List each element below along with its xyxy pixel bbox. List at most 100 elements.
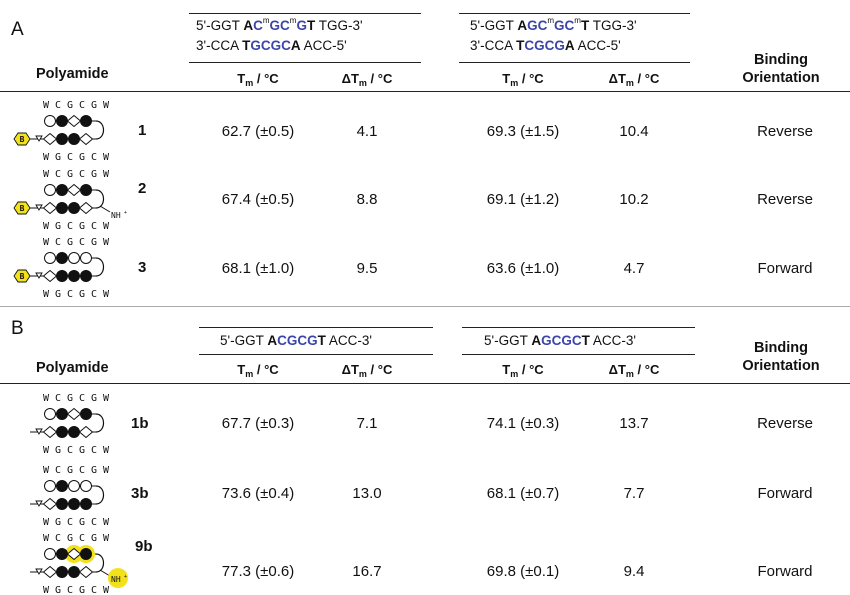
tail-arrow: [35, 428, 43, 435]
beta-alanine-diamond: [42, 132, 58, 146]
base-letter: C: [79, 533, 85, 544]
tm-value: 67.7 (±0.3): [221, 415, 295, 432]
dtm-value: 7.7: [623, 485, 645, 502]
base-letter: W: [43, 152, 50, 163]
dtm-value: 10.2: [619, 191, 649, 208]
amine-linker: [99, 569, 111, 577]
base-segment: GC: [554, 18, 575, 33]
gamma-turn: [95, 413, 105, 433]
seq-b1-strand: 5'-GGT ACGCGT ACC-3': [220, 331, 372, 351]
seq-a2-bottom-strand: 3'-CCA TCGCGA ACC-5': [470, 36, 637, 56]
base-segment: GCGC: [541, 333, 582, 348]
base-letter: G: [67, 465, 73, 476]
base-segment: GC: [269, 18, 290, 33]
base-letter: C: [91, 517, 97, 528]
base-letter: W: [43, 169, 50, 180]
pyrrole-unit: [56, 548, 68, 560]
compound-label: 1b: [131, 415, 149, 432]
base-segment: TGG-3': [315, 18, 363, 33]
dtm-header-a1: ΔTm / °C: [341, 71, 393, 88]
beta-alanine-diamond: [78, 201, 94, 215]
base-letter: C: [79, 393, 85, 404]
base-letter: C: [91, 585, 97, 595]
imidazole-unit: [44, 184, 56, 196]
base-letter: G: [67, 533, 73, 544]
base-letter: W: [103, 445, 110, 456]
pyrrole-unit: [80, 115, 92, 127]
imidazole-unit: [44, 252, 56, 264]
base-letter: W: [103, 100, 110, 111]
beta-alanine-diamond: [42, 201, 58, 215]
base-letter: C: [79, 169, 85, 180]
gamma-turn: [95, 189, 105, 209]
methyl-mark: m: [262, 16, 270, 25]
pyrrole-unit: [80, 408, 92, 420]
base-letter: G: [79, 221, 85, 232]
base-letter: G: [91, 533, 97, 544]
base-letter: C: [91, 445, 97, 456]
methyl-mark: m: [547, 16, 555, 25]
base-segment: TGG-3': [589, 18, 637, 33]
pyrrole-unit: [68, 133, 80, 145]
base-letter: C: [67, 585, 73, 595]
dtm-header-b1: ΔTm / °C: [341, 362, 393, 379]
base-letter: W: [43, 100, 50, 111]
dtm-value: 13.7: [619, 415, 649, 432]
dtm-value: 9.5: [356, 260, 378, 277]
base-letter: C: [55, 465, 61, 476]
tail-arrow: [35, 135, 43, 142]
base-segment: 3'-CCA: [196, 38, 243, 53]
base-letter: W: [103, 289, 110, 300]
seq-a1-top-strand: 5'-GGT ACmGCmGT TGG-3': [196, 16, 363, 36]
base-segment: 3'-CCA: [470, 38, 517, 53]
orientation-value: Reverse: [757, 123, 813, 140]
base-letter: C: [55, 169, 61, 180]
imidazole-unit: [44, 480, 56, 492]
tm-value: 77.3 (±0.6): [221, 563, 295, 580]
base-segment: T: [516, 38, 525, 53]
tm-value: 62.7 (±0.5): [221, 123, 295, 140]
base-letter: G: [67, 237, 73, 248]
base-segment: A: [243, 18, 254, 33]
orientation-value: Forward: [757, 563, 813, 580]
base-segment: ACC-3': [325, 333, 372, 348]
beta-alanine-diamond: [78, 132, 94, 146]
biotin-hexagon: [13, 132, 31, 146]
base-letter: G: [55, 221, 61, 232]
base-segment: C: [253, 18, 263, 33]
pyrrole-unit: [56, 270, 68, 282]
base-letter: C: [67, 445, 73, 456]
base-letter: C: [67, 152, 73, 163]
orientation-header-line2: Orientation: [742, 70, 820, 86]
dtm-value: 16.7: [352, 563, 382, 580]
beta-alanine-diamond: [42, 425, 58, 439]
tail-arrow: [35, 500, 43, 507]
base-letter: W: [103, 169, 110, 180]
base-letter: W: [43, 393, 50, 404]
biotin-label: B: [20, 272, 25, 281]
seq-a2-top-strand: 5'-GGT AGCmGCmT TGG-3': [470, 16, 637, 36]
dtm-value: 13.0: [352, 485, 382, 502]
pyrrole-unit: [56, 252, 68, 264]
compound-label: 9b: [135, 538, 153, 555]
seq-b2: 5'-GGT AGCGCT ACC-3': [484, 331, 636, 351]
tm-value: 67.4 (±0.5): [221, 191, 295, 208]
beta-alanine-diamond: [66, 114, 82, 128]
base-letter: W: [43, 289, 50, 300]
orientation-value: Forward: [757, 260, 813, 277]
polyamide-diagram-3: W C G C G WW G C G C WB: [13, 237, 110, 300]
dtm-value: 4.1: [356, 123, 378, 140]
base-letter: C: [55, 237, 61, 248]
base-letter: G: [55, 289, 61, 300]
polyamide-diagram-9b: W C G C G WW G C G C WNH +: [30, 533, 128, 595]
orientation-header-line2: Orientation: [742, 358, 820, 374]
dtm-value: 9.4: [623, 563, 645, 580]
pyrrole-unit: [56, 498, 68, 510]
base-segment: A: [531, 333, 542, 348]
base-segment: GC: [527, 18, 548, 33]
base-letter: G: [55, 152, 61, 163]
base-letter: W: [103, 237, 110, 248]
tail-arrow: [35, 204, 43, 211]
pyrrole-unit: [56, 202, 68, 214]
base-segment: T: [306, 18, 316, 33]
